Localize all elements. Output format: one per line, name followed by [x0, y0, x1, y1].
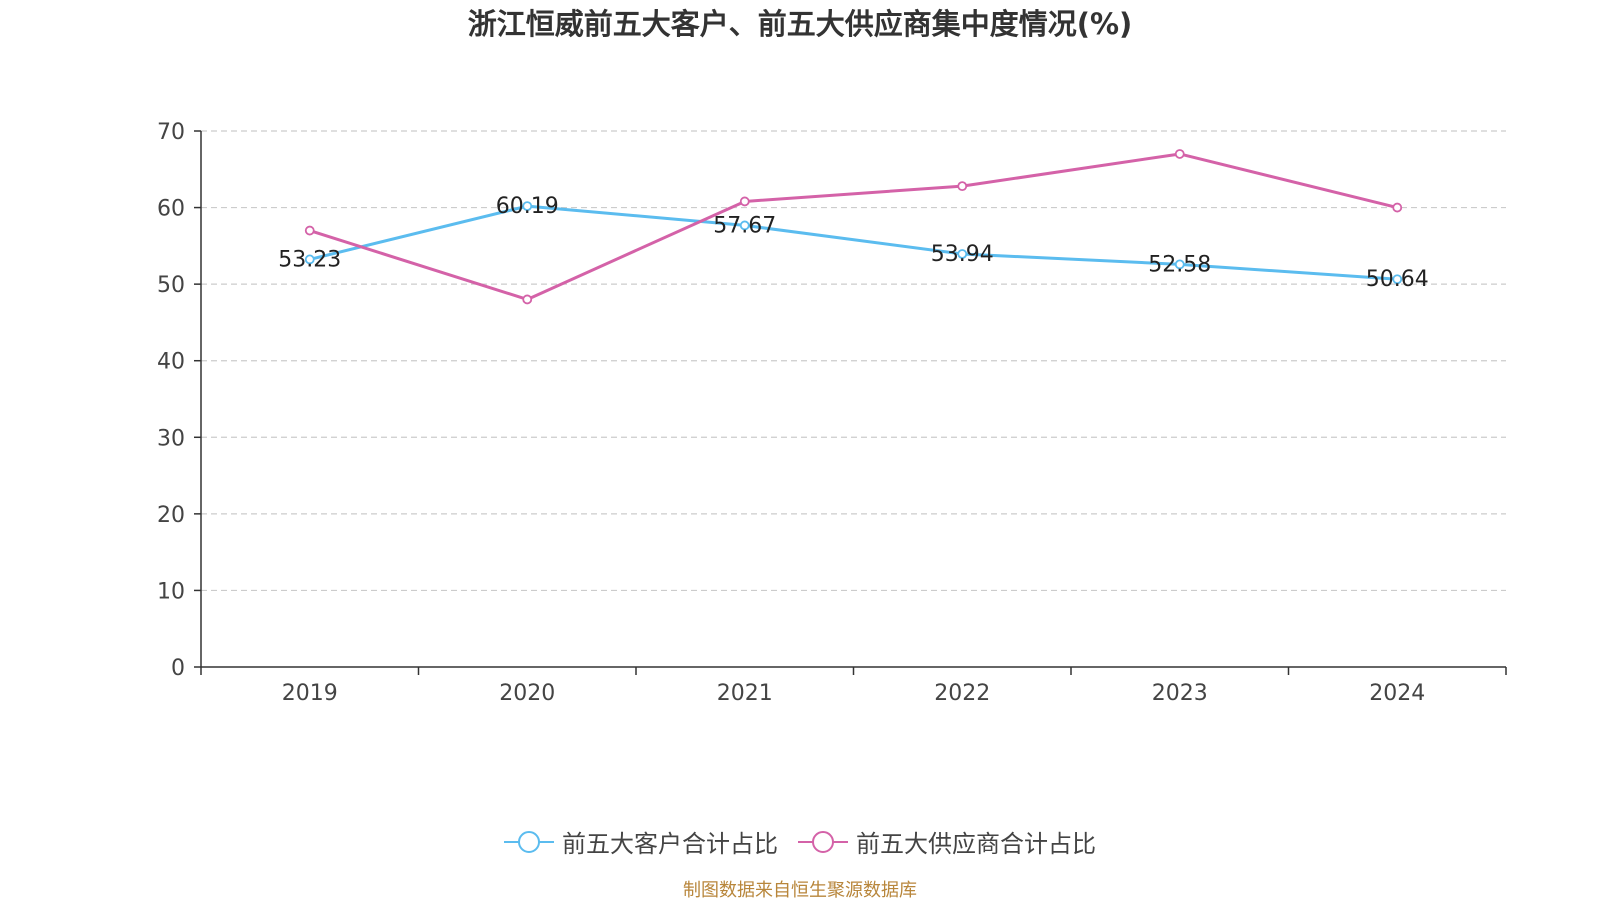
series-line-0: [309, 204, 1398, 281]
chart-title: 浙江恒威前五大客户、前五大供应商集中度情况(%): [467, 7, 1133, 41]
data-point[interactable]: [739, 220, 750, 231]
data-point[interactable]: [1174, 259, 1185, 270]
legend-label-suppliers: 前五大供应商合计占比: [856, 830, 1096, 858]
legend-marker-customers-icon: [504, 830, 554, 853]
series-line-1: [309, 152, 1398, 301]
y-tick-label: 0: [171, 656, 185, 681]
data-point[interactable]: [1174, 149, 1185, 159]
data-labels: 53.23 60.19 57.67 53.94 52.58 50.64: [278, 194, 1428, 292]
data-label: 52.58: [1148, 252, 1211, 277]
x-tick-label: 2019: [282, 681, 338, 706]
y-tick-label: 30: [157, 426, 185, 451]
data-point[interactable]: [522, 201, 533, 212]
data-point[interactable]: [304, 225, 315, 236]
data-label: 50.64: [1366, 267, 1429, 292]
series: [304, 149, 1403, 305]
y-tick-label: 70: [157, 120, 185, 145]
data-label: 53.94: [931, 242, 994, 267]
legend-item-suppliers[interactable]: 前五大供应商合计占比: [798, 824, 1096, 859]
legend-label-customers: 前五大客户合计占比: [562, 830, 778, 858]
x-tick-label: 2024: [1369, 681, 1425, 706]
y-tick-label: 60: [157, 197, 185, 222]
data-point[interactable]: [1392, 274, 1403, 285]
x-tick-label: 2021: [717, 681, 773, 706]
y-tick-label: 50: [157, 273, 185, 298]
y-tick-label: 40: [157, 350, 185, 375]
y-axis-ticks: 0 10 20 30 40 50 60 70: [157, 120, 201, 681]
data-point[interactable]: [1392, 202, 1403, 213]
x-axis-ticks: 2019 2020 2021 2022 2023 2024: [200, 667, 1507, 706]
data-point[interactable]: [304, 254, 315, 265]
gridlines: [201, 130, 1506, 592]
data-point[interactable]: [957, 181, 968, 192]
y-tick-label: 20: [157, 503, 185, 528]
source-note: 制图数据来自恒生聚源数据库: [683, 880, 917, 901]
data-label: 57.67: [713, 213, 776, 238]
legend: 前五大客户合计占比 前五大供应商合计占比: [0, 824, 1600, 859]
data-point[interactable]: [739, 196, 750, 207]
x-tick-label: 2023: [1152, 681, 1208, 706]
y-tick-label: 10: [157, 579, 185, 604]
line-chart: 0 10 20 30 40 50 60 70 2019 2020 2021 2022 2023 2024…: [157, 120, 1507, 706]
data-point[interactable]: [957, 249, 968, 259]
legend-item-customers[interactable]: 前五大客户合计占比: [504, 824, 778, 859]
legend-marker-suppliers-icon: [798, 830, 848, 853]
data-label: 53.23: [278, 247, 341, 272]
data-point[interactable]: [522, 294, 533, 305]
x-tick-label: 2022: [934, 681, 990, 706]
data-label: 60.19: [496, 194, 559, 219]
axes: [200, 131, 1506, 668]
x-tick-label: 2020: [499, 681, 555, 706]
